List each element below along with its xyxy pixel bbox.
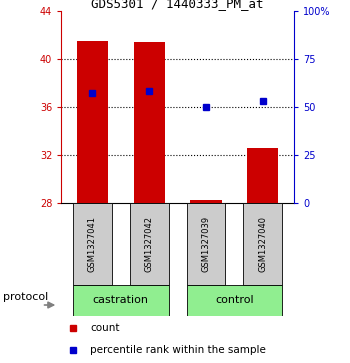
Text: castration: castration — [93, 295, 149, 305]
Text: count: count — [90, 323, 120, 333]
Text: protocol: protocol — [3, 292, 48, 302]
Text: control: control — [215, 295, 254, 305]
Text: GSM1327041: GSM1327041 — [88, 216, 97, 272]
Bar — [190, 200, 222, 203]
Bar — [187, 285, 282, 316]
Bar — [77, 41, 108, 203]
Bar — [130, 203, 169, 285]
Text: GSM1327042: GSM1327042 — [145, 216, 154, 272]
Text: GSM1327040: GSM1327040 — [258, 216, 267, 272]
Text: GSM1327039: GSM1327039 — [202, 216, 210, 272]
Bar — [73, 203, 112, 285]
Bar — [134, 42, 165, 203]
Bar — [247, 148, 278, 203]
Bar — [187, 203, 225, 285]
Title: GDS5301 / 1440333_PM_at: GDS5301 / 1440333_PM_at — [91, 0, 264, 10]
Bar — [244, 203, 282, 285]
Text: percentile rank within the sample: percentile rank within the sample — [90, 345, 266, 355]
Bar — [73, 285, 169, 316]
